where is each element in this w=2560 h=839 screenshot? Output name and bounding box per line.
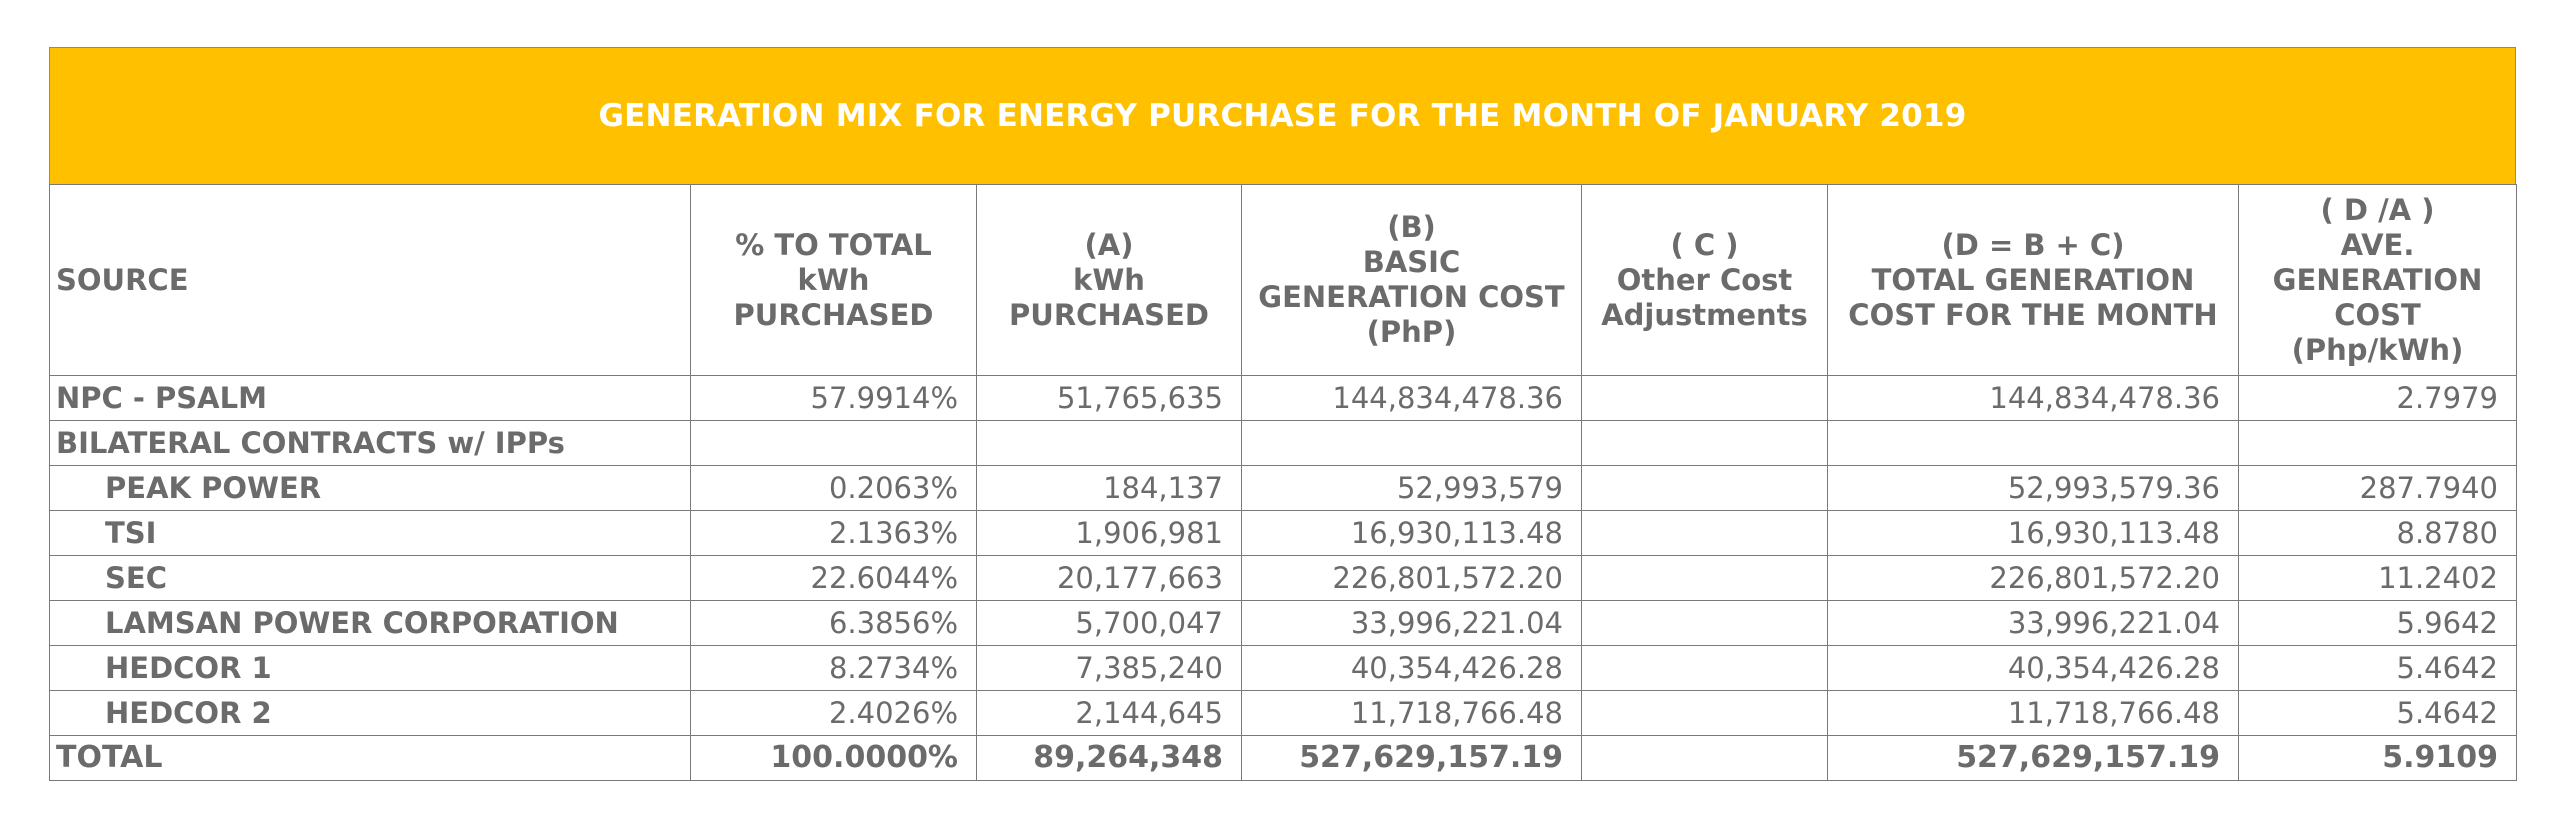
table-row: HEDCOR 2 2.4026% 2,144,645 11,718,766.48… [49, 690, 2517, 736]
generation-mix-table-wrap: GENERATION MIX FOR ENERGY PURCHASE FOR T… [49, 47, 2517, 781]
row-other-cost [1581, 375, 1828, 421]
row-source: TSI [49, 510, 691, 556]
table-row: BILATERAL CONTRACTS w/ IPPs [49, 420, 2517, 466]
row-source: HEDCOR 1 [49, 645, 691, 691]
row-pct: 6.3856% [690, 600, 977, 646]
row-kwh: 2,144,645 [976, 690, 1242, 736]
row-ave-cost: 5.4642 [2238, 690, 2517, 736]
row-kwh: 51,765,635 [976, 375, 1242, 421]
row-kwh: 20,177,663 [976, 555, 1242, 601]
row-kwh [976, 420, 1242, 466]
row-basic-cost: 33,996,221.04 [1241, 600, 1582, 646]
row-ave-cost: 11.2402 [2238, 555, 2517, 601]
row-other-cost [1581, 420, 1828, 466]
total-pct: 100.0000% [690, 735, 977, 781]
row-ave-cost [2238, 420, 2517, 466]
row-source: HEDCOR 2 [49, 690, 691, 736]
total-total-cost: 527,629,157.19 [1827, 735, 2239, 781]
header-ave-cost: ( D /A ) AVE. GENERATION COST (Php/kWh) [2238, 184, 2517, 376]
generation-mix-table: SOURCE % TO TOTAL kWh PURCHASED (A) kWh PURC… [49, 184, 2517, 781]
row-pct: 2.4026% [690, 690, 977, 736]
table-row: NPC - PSALM 57.9914% 51,765,635 144,834,… [49, 375, 2517, 421]
row-total-cost: 11,718,766.48 [1827, 690, 2239, 736]
row-ave-cost: 287.7940 [2238, 465, 2517, 511]
row-basic-cost: 11,718,766.48 [1241, 690, 1582, 736]
total-label: TOTAL [49, 735, 691, 781]
table-row: HEDCOR 1 8.2734% 7,385,240 40,354,426.28… [49, 645, 2517, 691]
row-other-cost [1581, 600, 1828, 646]
total-other-cost [1581, 735, 1828, 781]
header-other-cost: ( C ) Other Cost Adjustments [1581, 184, 1828, 376]
header-basic-cost: (B) BASIC GENERATION COST (PhP) [1241, 184, 1582, 376]
row-pct: 22.6044% [690, 555, 977, 601]
row-ave-cost: 5.4642 [2238, 645, 2517, 691]
row-source: SEC [49, 555, 691, 601]
row-total-cost: 16,930,113.48 [1827, 510, 2239, 556]
row-other-cost [1581, 510, 1828, 556]
row-pct: 57.9914% [690, 375, 977, 421]
row-basic-cost: 40,354,426.28 [1241, 645, 1582, 691]
total-row: TOTAL 100.0000% 89,264,348 527,629,157.1… [49, 735, 2517, 781]
row-source: PEAK POWER [49, 465, 691, 511]
row-source: NPC - PSALM [49, 375, 691, 421]
row-pct: 2.1363% [690, 510, 977, 556]
row-total-cost: 226,801,572.20 [1827, 555, 2239, 601]
row-total-cost: 52,993,579.36 [1827, 465, 2239, 511]
row-other-cost [1581, 555, 1828, 601]
row-pct: 8.2734% [690, 645, 977, 691]
row-pct: 0.2063% [690, 465, 977, 511]
row-basic-cost: 16,930,113.48 [1241, 510, 1582, 556]
row-total-cost: 144,834,478.36 [1827, 375, 2239, 421]
row-basic-cost [1241, 420, 1582, 466]
row-other-cost [1581, 465, 1828, 511]
total-basic-cost: 527,629,157.19 [1241, 735, 1582, 781]
row-basic-cost: 144,834,478.36 [1241, 375, 1582, 421]
header-source: SOURCE [49, 184, 691, 376]
row-kwh: 5,700,047 [976, 600, 1242, 646]
header-pct: % TO TOTAL kWh PURCHASED [690, 184, 977, 376]
total-kwh: 89,264,348 [976, 735, 1242, 781]
row-ave-cost: 2.7979 [2238, 375, 2517, 421]
header-row: SOURCE % TO TOTAL kWh PURCHASED (A) kWh PURC… [49, 184, 2517, 376]
header-total-cost: (D = B + C) TOTAL GENERATION COST FOR THE … [1827, 184, 2239, 376]
row-kwh: 184,137 [976, 465, 1242, 511]
row-pct [690, 420, 977, 466]
row-kwh: 1,906,981 [976, 510, 1242, 556]
table-row: SEC 22.6044% 20,177,663 226,801,572.20 2… [49, 555, 2517, 601]
row-ave-cost: 8.8780 [2238, 510, 2517, 556]
row-source: BILATERAL CONTRACTS w/ IPPs [49, 420, 691, 466]
row-kwh: 7,385,240 [976, 645, 1242, 691]
row-other-cost [1581, 690, 1828, 736]
row-other-cost [1581, 645, 1828, 691]
header-kwh: (A) kWh PURCHASED [976, 184, 1242, 376]
total-ave-cost: 5.9109 [2238, 735, 2517, 781]
row-total-cost [1827, 420, 2239, 466]
row-basic-cost: 52,993,579 [1241, 465, 1582, 511]
row-source: LAMSAN POWER CORPORATION [49, 600, 691, 646]
table-row: TSI 2.1363% 1,906,981 16,930,113.48 16,9… [49, 510, 2517, 556]
table-row: PEAK POWER 0.2063% 184,137 52,993,579 52… [49, 465, 2517, 511]
row-basic-cost: 226,801,572.20 [1241, 555, 1582, 601]
row-total-cost: 33,996,221.04 [1827, 600, 2239, 646]
table-row: LAMSAN POWER CORPORATION 6.3856% 5,700,0… [49, 600, 2517, 646]
row-ave-cost: 5.9642 [2238, 600, 2517, 646]
table-title: GENERATION MIX FOR ENERGY PURCHASE FOR T… [49, 47, 2516, 184]
row-total-cost: 40,354,426.28 [1827, 645, 2239, 691]
